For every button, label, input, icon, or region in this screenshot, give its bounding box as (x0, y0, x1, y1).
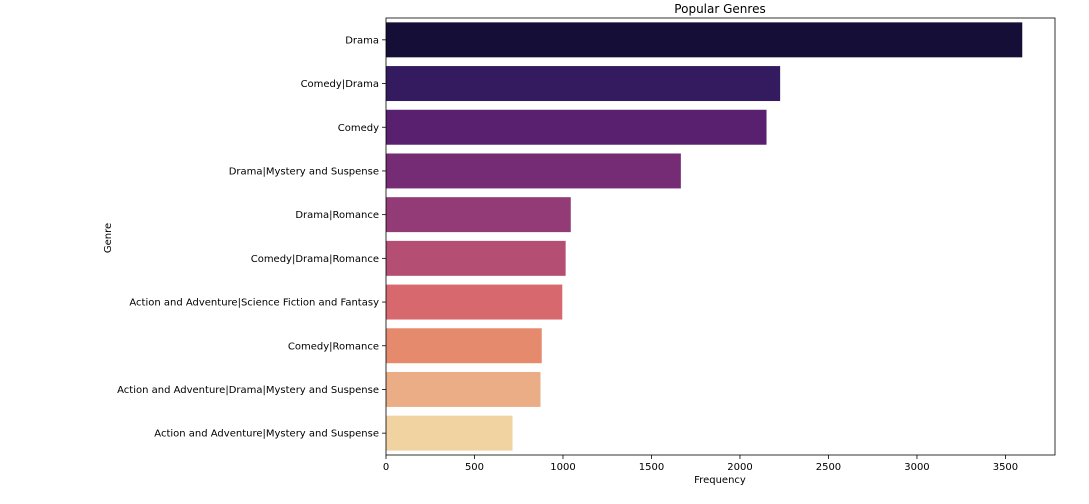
x-tick-label: 0 (383, 462, 389, 473)
bar (386, 109, 767, 145)
y-axis-title: Genre (103, 223, 114, 253)
x-axis-title: Frequency (694, 475, 746, 486)
x-tick-label: 3500 (993, 462, 1018, 473)
x-tick-label: 1500 (639, 462, 664, 473)
y-tick-label: Drama (345, 35, 379, 46)
bar (386, 415, 513, 451)
y-tick-label: Comedy|Romance (288, 341, 379, 352)
bar (386, 240, 566, 276)
y-tick-label: Comedy|Drama|Romance (251, 254, 379, 265)
y-tick-label: Drama|Mystery and Suspense (229, 166, 379, 177)
bar (386, 328, 542, 364)
bar (386, 284, 563, 320)
x-tick-label: 2500 (816, 462, 841, 473)
x-axis-ticks: 0 500 1000 1500 2000 2500 3000 3500 (383, 455, 1018, 473)
x-tick-label: 1000 (550, 462, 575, 473)
y-axis-ticks: Drama Comedy|Drama Comedy Drama|Mystery and… (117, 35, 386, 440)
y-tick-label: Action and Adventure|Drama|Mystery and S… (117, 385, 379, 396)
x-tick-label: 500 (465, 462, 484, 473)
bar (386, 153, 681, 189)
y-tick-label: Action and Adventure|Mystery and Suspens… (154, 429, 379, 440)
chart-title: Popular Genres (674, 2, 765, 16)
bar (386, 66, 781, 102)
bar (386, 22, 1023, 58)
y-tick-label: Comedy (338, 123, 379, 134)
x-tick-label: 2000 (727, 462, 752, 473)
bar (386, 371, 541, 407)
y-tick-label: Action and Adventure|Science Fiction and… (129, 298, 379, 309)
plot-frame (385, 17, 1056, 456)
bars-group (386, 22, 1023, 451)
y-tick-label: Comedy|Drama (301, 79, 379, 90)
y-tick-label: Drama|Romance (295, 210, 379, 221)
bar (386, 197, 571, 233)
x-tick-label: 3000 (904, 462, 929, 473)
